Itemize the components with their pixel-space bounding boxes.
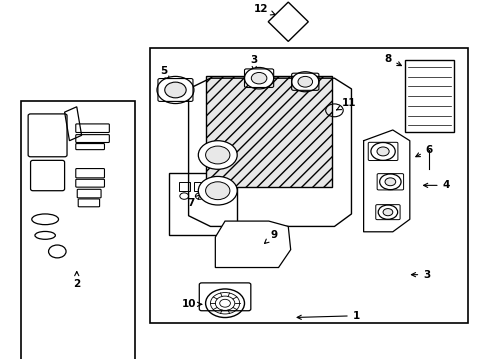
Polygon shape [267,2,308,41]
Text: 9: 9 [264,230,277,243]
Text: 3: 3 [410,270,429,280]
Text: 7: 7 [187,195,200,208]
Circle shape [297,76,312,87]
Text: 5: 5 [161,66,169,81]
Circle shape [382,208,392,216]
Circle shape [164,82,186,98]
Bar [149,48,467,323]
Text: 11: 11 [336,98,356,110]
Bar [404,60,453,132]
Circle shape [384,178,395,186]
Text: 10: 10 [181,299,202,309]
Text: 6: 6 [415,145,432,157]
Text: 8: 8 [384,54,401,66]
Bar [205,76,331,187]
Circle shape [198,141,237,169]
Polygon shape [215,221,290,267]
Text: 3: 3 [250,55,257,71]
Circle shape [291,72,318,92]
Circle shape [198,176,237,205]
Circle shape [251,72,266,84]
Text: 4: 4 [423,180,449,190]
Circle shape [379,174,400,190]
Bar [179,182,189,191]
Text: 1: 1 [297,311,359,321]
Bar [21,102,135,360]
Text: 12: 12 [254,4,274,15]
Circle shape [157,76,194,104]
Bar [194,182,204,191]
Bar [169,173,237,235]
Text: 2: 2 [73,271,80,289]
Circle shape [376,147,388,156]
Circle shape [370,143,394,160]
Circle shape [205,146,229,164]
Circle shape [205,182,229,200]
Circle shape [244,67,273,89]
Circle shape [205,289,244,318]
Circle shape [377,205,397,219]
